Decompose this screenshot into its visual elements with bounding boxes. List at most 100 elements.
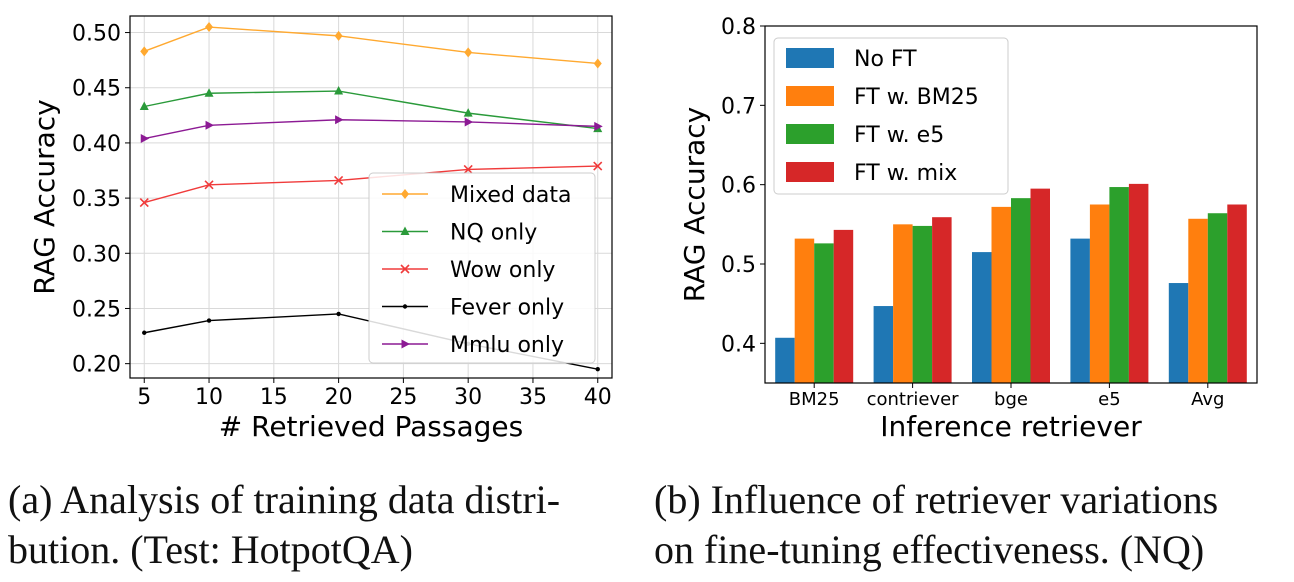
series-mixed-data [140, 22, 602, 69]
data-point [593, 161, 603, 171]
data-point [334, 175, 344, 186]
data-point [204, 88, 214, 97]
y-tick-label: 0.20 [72, 353, 121, 378]
x-axis-label: # Retrieved Passages [219, 410, 523, 443]
caption-b: (b) Influence of retriever variations on… [654, 475, 1290, 575]
bar-bm25 [775, 337, 795, 383]
legend-marker [400, 264, 410, 274]
bar-e5 [1128, 183, 1149, 383]
series-nq-only [139, 86, 603, 133]
legend-marker [402, 304, 408, 309]
legend-label: No FT [854, 47, 917, 72]
x-tick-label: BM25 [789, 389, 840, 410]
data-point [139, 101, 149, 110]
caption-a-line-2: bution. (Test: HotpotQA) [8, 527, 413, 572]
bar-e5 [1070, 238, 1090, 383]
x-tick-label: 10 [195, 385, 223, 410]
x-tick-label: 35 [519, 385, 547, 410]
bar-bge [1011, 198, 1031, 383]
data-point [206, 318, 212, 323]
bar-bge [1030, 188, 1050, 383]
caption-b-line-2: on fine-tuning effectiveness. (NQ) [654, 527, 1205, 572]
legend-label: FT w. BM25 [854, 85, 979, 110]
data-point [464, 117, 474, 127]
x-tick-label: 30 [454, 385, 482, 410]
data-point [336, 311, 341, 317]
y-tick-label: 0.7 [721, 94, 756, 119]
y-tick-label: 0.5 [721, 253, 756, 278]
data-point [464, 47, 473, 58]
x-axis-label: Inference retriever [880, 410, 1142, 443]
legend-item-mixed-data: Mixed data [382, 183, 571, 208]
caption-a-line-1: (a) Analysis of training data distri- [8, 477, 561, 522]
bar-e5 [1109, 187, 1129, 383]
y-axis-label: RAG Accuracy [28, 99, 61, 294]
x-tick-label: bge [994, 389, 1028, 410]
legend-label: Fever only [450, 296, 564, 321]
chart-b-retriever-variations: BM25 contriever bge e5 Avg 0.4 0.5 0.6 0.7 0.8 Inf… [678, 15, 1258, 443]
plot-frame [129, 15, 613, 379]
data-point [334, 86, 344, 95]
legend-item-ft-w-bm25: FT w. BM25 [786, 85, 979, 110]
y-tick-label: 0.35 [72, 187, 121, 212]
bar-avg [1227, 204, 1247, 383]
data-point [594, 121, 603, 131]
legend-item-wow-only: Wow only [382, 258, 555, 283]
y-tick-label: 0.30 [72, 242, 121, 267]
data-point [140, 134, 150, 144]
x-tick-label: e5 [1098, 389, 1121, 410]
caption-b-line-1: (b) Influence of retriever variations [654, 477, 1219, 522]
data-point [204, 180, 214, 190]
legend-label: Wow only [450, 258, 555, 283]
legend-box [368, 172, 596, 364]
legend-label: Mixed data [450, 183, 571, 208]
data-point [335, 115, 344, 125]
series-mmlu-only [140, 115, 603, 144]
legend-item-ft-w-e5: FT w. e5 [786, 123, 944, 148]
x-tick-label: 20 [325, 385, 353, 410]
x-tick-label: 40 [584, 385, 612, 410]
series-wow-only [139, 161, 603, 208]
data-point [205, 120, 215, 130]
y-tick-label: 0.6 [721, 174, 756, 199]
y-axis-label: RAG Accuracy [678, 107, 711, 302]
caption-a: (a) Analysis of training data distri- bu… [8, 475, 638, 575]
series-ft-w-mix [833, 183, 1247, 383]
series-no-ft [775, 238, 1189, 383]
y-tick-label: 0.45 [72, 77, 121, 102]
legend-swatch [786, 124, 834, 144]
legend: Mixed data NQ only Wow only Fever only Mmlu … [368, 172, 596, 364]
figure: 5 10 15 20 25 30 35 40 0.20 0.25 0.30 0.35 0.40 0.45 0… [28, 15, 1258, 443]
x-tick-label: contriever [867, 389, 960, 410]
legend-item-no-ft: No FT [786, 47, 917, 72]
bar-avg [1188, 218, 1208, 383]
data-point [593, 58, 602, 69]
y-tick-label: 0.40 [72, 132, 121, 157]
bar-avg [1168, 283, 1189, 383]
bar-bm25 [833, 229, 854, 383]
series-ft-w-e5 [814, 187, 1228, 383]
data-point [140, 46, 149, 57]
series-line-mmlu-only [144, 119, 598, 140]
series-ft-w-bm25 [794, 204, 1208, 383]
chart-a-training-data-distribution: 5 10 15 20 25 30 35 40 0.20 0.25 0.30 0.35 0.40 0.45 0… [28, 15, 613, 443]
data-point [334, 30, 343, 41]
legend-item-nq-only: NQ only [382, 221, 537, 246]
legend-item-fever-only: Fever only [382, 296, 564, 321]
bar-bm25 [794, 238, 815, 383]
legend-label: FT w. e5 [854, 123, 944, 148]
data-point [595, 366, 600, 372]
data-point [139, 197, 149, 208]
legend-item-mmlu-only: Mmlu only [382, 333, 564, 358]
legend-marker [400, 226, 410, 235]
legend-swatch [786, 86, 834, 106]
x-tick-label: Avg [1191, 389, 1224, 410]
legend-marker [401, 339, 410, 349]
bar-avg [1207, 213, 1228, 383]
bar-bge [972, 252, 992, 383]
y-tick-label: 0.4 [721, 332, 756, 357]
legend-item-ft-w-mix: FT w. mix [786, 161, 957, 186]
x-tick-label: 25 [389, 385, 417, 410]
bar-contriever [932, 217, 952, 383]
data-point [205, 22, 214, 33]
